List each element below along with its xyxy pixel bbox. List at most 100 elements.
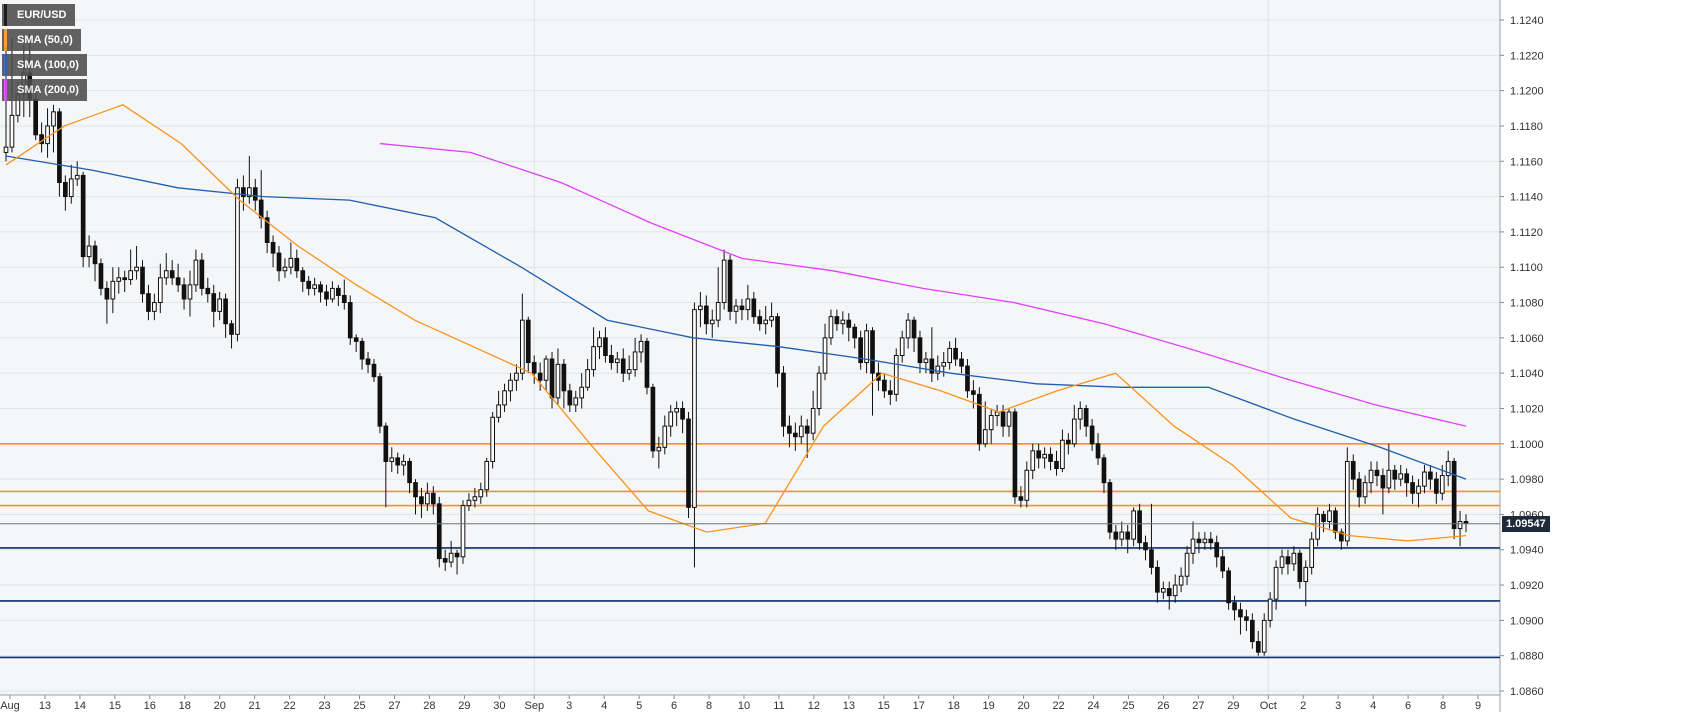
candle-down — [781, 372, 786, 427]
legend-sma100[interactable]: SMA (100,0) — [2, 54, 87, 76]
candle-down — [442, 558, 448, 563]
candle-down — [306, 280, 312, 289]
candle-down — [929, 358, 935, 374]
candle-up — [246, 187, 252, 198]
x-tick-label: 2 — [1300, 700, 1306, 712]
x-tick-label: 6 — [1405, 700, 1411, 712]
x-tick-label: 29 — [458, 700, 470, 712]
candle-down — [680, 407, 685, 420]
candle-up — [187, 284, 193, 300]
candle-down — [1166, 588, 1172, 597]
candle-down — [804, 425, 810, 434]
candle-down — [1089, 425, 1095, 445]
candle-down — [751, 298, 757, 318]
candle-up — [490, 416, 496, 462]
candle-up — [86, 245, 92, 258]
x-tick-label: 19 — [983, 700, 995, 712]
legend-swatch-sma100 — [4, 54, 7, 76]
candle-up — [692, 309, 697, 508]
candle-up — [899, 337, 905, 356]
candle-up — [1273, 566, 1279, 600]
y-tick-label: 1.0880 — [1510, 651, 1544, 663]
candle-down — [525, 319, 531, 364]
x-tick-label: 17 — [913, 700, 925, 712]
y-tick-label: 1.1220 — [1510, 50, 1544, 62]
candle-up — [1160, 588, 1166, 593]
candle-up — [597, 337, 602, 348]
candle-down — [419, 496, 424, 505]
candle-down — [561, 363, 567, 392]
x-tick-label: Sep — [524, 700, 544, 712]
x-tick-label: 13 — [843, 700, 855, 712]
candle-up — [864, 330, 869, 364]
candle-up — [715, 302, 721, 321]
candle-down — [175, 277, 181, 286]
candle-down — [140, 266, 145, 295]
candle-up — [1261, 619, 1267, 653]
candle-down — [1149, 549, 1154, 568]
candle-down — [169, 270, 175, 279]
legend-sma200[interactable]: SMA (200,0) — [2, 79, 87, 101]
candle-down — [852, 326, 858, 339]
sma200-line — [379, 142, 1467, 427]
candle-down — [365, 358, 371, 365]
candle-up — [235, 187, 240, 335]
candle-down — [324, 291, 329, 300]
candle-down — [1054, 460, 1059, 470]
candle-up — [9, 114, 15, 148]
legend-sma50[interactable]: SMA (50,0) — [2, 29, 81, 51]
candle-down — [549, 358, 555, 399]
candle-down — [567, 390, 573, 406]
candle-up — [828, 316, 834, 339]
candle-down — [531, 362, 537, 374]
candle-up — [632, 351, 638, 371]
candle-down — [430, 492, 436, 505]
candle-down — [1083, 407, 1089, 427]
candle-down — [1356, 478, 1362, 498]
candle-down — [650, 386, 656, 452]
time-axis-background — [0, 695, 1500, 712]
candle-down — [911, 319, 917, 339]
candle-down — [413, 482, 418, 498]
candle-down — [1226, 570, 1231, 604]
x-tick-label: 30 — [493, 700, 505, 712]
candle-down — [1433, 478, 1439, 494]
candle-up — [217, 298, 222, 312]
candle-up — [288, 257, 294, 268]
x-tick-label: 14 — [74, 700, 86, 712]
x-tick-label: 11 — [773, 700, 784, 712]
candle-down — [1066, 439, 1071, 445]
candle-up — [45, 125, 50, 145]
y-tick-label: 1.1160 — [1510, 156, 1543, 168]
candle-down — [211, 293, 217, 312]
candle-down — [359, 340, 365, 360]
x-tick-label: 20 — [1017, 700, 1029, 712]
candle-down — [80, 174, 86, 258]
candle-up — [514, 372, 519, 381]
candle-down — [252, 187, 258, 201]
candle-down — [976, 393, 982, 445]
candle-up — [163, 270, 169, 279]
candle-up — [626, 369, 632, 374]
legend-label-sma200: SMA (200,0) — [17, 84, 79, 96]
candle-down — [603, 337, 608, 356]
legend-eurusd[interactable]: EUR/USD — [2, 4, 75, 26]
x-tick-label: 13 — [39, 700, 51, 712]
candle-down — [1297, 552, 1303, 583]
candle-down — [644, 340, 650, 388]
candle-up — [330, 287, 335, 300]
candle-up — [923, 358, 929, 364]
candle-up — [1344, 460, 1350, 542]
candle-up — [1184, 552, 1190, 577]
x-tick-label: 8 — [1440, 700, 1446, 712]
candle-up — [721, 259, 727, 304]
candle-down — [537, 372, 543, 381]
candle-down — [229, 323, 234, 335]
candle-down — [1095, 443, 1101, 459]
candle-down — [1137, 510, 1142, 544]
candle-up — [478, 489, 484, 498]
candle-down — [834, 316, 840, 325]
candle-down — [1255, 641, 1261, 653]
candle-down — [1333, 510, 1338, 533]
x-tick-label: 27 — [388, 700, 400, 712]
